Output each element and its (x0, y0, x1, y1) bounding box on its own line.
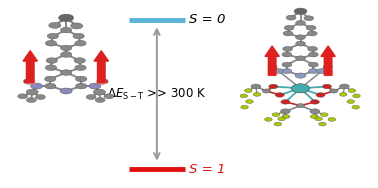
Circle shape (308, 52, 318, 57)
Circle shape (286, 15, 296, 20)
Circle shape (60, 88, 72, 94)
Circle shape (45, 65, 57, 70)
Circle shape (60, 27, 72, 33)
Circle shape (60, 52, 72, 57)
Circle shape (274, 122, 282, 126)
Circle shape (339, 92, 347, 96)
Circle shape (251, 84, 261, 89)
Circle shape (281, 100, 290, 104)
Circle shape (240, 94, 248, 98)
Circle shape (308, 46, 318, 51)
Circle shape (246, 100, 253, 103)
Text: $\Delta E_{\mathregular{S-T}}$ >> 300 K: $\Delta E_{\mathregular{S-T}}$ >> 300 K (107, 86, 206, 102)
Circle shape (283, 31, 293, 36)
Circle shape (59, 14, 74, 22)
Circle shape (274, 69, 284, 74)
Circle shape (284, 25, 294, 30)
Circle shape (330, 89, 338, 93)
Circle shape (60, 70, 72, 75)
Circle shape (75, 40, 86, 46)
Circle shape (294, 8, 307, 14)
Circle shape (272, 113, 280, 117)
Circle shape (296, 35, 305, 40)
Circle shape (328, 118, 336, 121)
Circle shape (304, 16, 314, 21)
Circle shape (319, 122, 326, 126)
Circle shape (97, 79, 108, 84)
Circle shape (282, 115, 290, 118)
Circle shape (36, 95, 45, 99)
Circle shape (296, 56, 305, 61)
Circle shape (296, 20, 305, 25)
Circle shape (275, 93, 284, 97)
Circle shape (316, 93, 325, 97)
Circle shape (310, 100, 319, 104)
Circle shape (23, 79, 35, 84)
Circle shape (71, 23, 83, 29)
Circle shape (47, 33, 59, 39)
Circle shape (262, 89, 271, 93)
Circle shape (296, 104, 305, 108)
Circle shape (31, 83, 43, 89)
Circle shape (282, 52, 292, 57)
Circle shape (95, 98, 105, 102)
Circle shape (339, 84, 349, 89)
Circle shape (296, 41, 305, 46)
Circle shape (60, 45, 72, 51)
Circle shape (269, 84, 278, 89)
Circle shape (104, 94, 114, 99)
Circle shape (86, 95, 96, 99)
Circle shape (245, 89, 252, 92)
Circle shape (310, 109, 320, 114)
Circle shape (253, 92, 261, 96)
Circle shape (317, 69, 327, 74)
Circle shape (282, 62, 292, 67)
Circle shape (76, 83, 87, 89)
Circle shape (291, 84, 310, 93)
Circle shape (45, 40, 57, 46)
Circle shape (322, 84, 332, 89)
Circle shape (321, 113, 328, 117)
Circle shape (280, 109, 290, 114)
Circle shape (26, 89, 38, 95)
Circle shape (46, 58, 57, 63)
Circle shape (18, 94, 28, 99)
FancyArrow shape (321, 46, 335, 75)
Circle shape (73, 33, 84, 39)
Circle shape (306, 25, 316, 30)
Circle shape (74, 58, 85, 63)
Circle shape (278, 117, 285, 121)
Circle shape (75, 65, 86, 70)
Circle shape (295, 73, 306, 78)
Circle shape (310, 115, 318, 118)
Circle shape (45, 83, 56, 89)
Circle shape (265, 118, 272, 121)
FancyArrow shape (94, 51, 108, 83)
Circle shape (352, 105, 359, 109)
Circle shape (268, 65, 277, 69)
Circle shape (49, 22, 61, 28)
Text: S = 0: S = 0 (189, 13, 225, 26)
Circle shape (291, 84, 310, 93)
FancyArrow shape (23, 51, 37, 83)
Circle shape (241, 105, 248, 109)
Circle shape (283, 46, 293, 51)
Text: S = 1: S = 1 (189, 163, 225, 176)
Circle shape (307, 31, 317, 36)
Circle shape (93, 89, 105, 95)
Circle shape (315, 117, 322, 121)
Circle shape (308, 69, 318, 74)
Circle shape (347, 100, 355, 103)
Circle shape (282, 69, 292, 74)
Circle shape (323, 65, 332, 69)
Circle shape (45, 76, 56, 82)
Circle shape (76, 76, 87, 82)
Circle shape (348, 89, 356, 92)
Circle shape (26, 98, 36, 102)
Circle shape (308, 62, 318, 67)
Circle shape (353, 94, 360, 98)
Circle shape (89, 83, 101, 89)
FancyArrow shape (265, 46, 279, 75)
